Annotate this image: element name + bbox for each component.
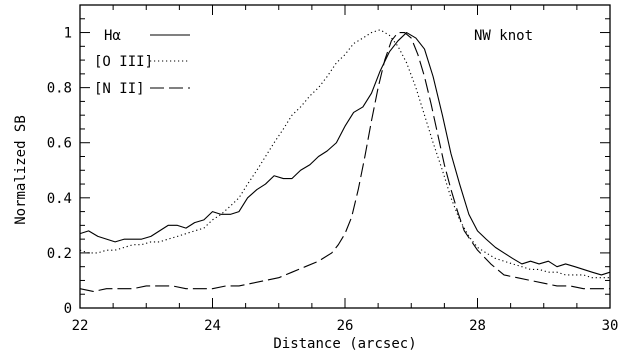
- plot-area: [79, 4, 611, 309]
- x-axis-label: Distance (arcsec): [273, 336, 416, 352]
- x-tick-label: 28: [469, 318, 486, 334]
- y-tick-label: 0.2: [47, 246, 72, 262]
- tick-marks: [79, 4, 611, 309]
- series-line-halpha: [79, 31, 611, 276]
- series-layer: [79, 29, 611, 293]
- y-axis-label: Normalized SB: [13, 115, 29, 225]
- x-tick-label: 24: [204, 318, 221, 334]
- annotation-nw-knot: NW knot: [474, 28, 533, 44]
- tick-labels: 0 0.2 0.4 0.6 0.8 1 22 24 26 28 30: [47, 26, 619, 334]
- y-tick-label: 0.6: [47, 136, 72, 152]
- y-tick-label: 0.4: [47, 191, 72, 207]
- series-line-oiii: [79, 29, 610, 279]
- y-tick-label: 1: [64, 26, 72, 42]
- x-tick-label: 30: [602, 318, 619, 334]
- x-tick-label: 22: [72, 318, 89, 334]
- legend-label-halpha: Hα: [104, 28, 121, 44]
- x-tick-label: 26: [337, 318, 354, 334]
- legend: Hα [O III] [N II]: [94, 28, 190, 97]
- y-tick-label: 0: [64, 301, 72, 317]
- legend-label-oiii: [O III]: [94, 54, 153, 70]
- y-tick-label: 0.8: [47, 81, 72, 97]
- plot-frame: [79, 4, 611, 309]
- legend-label-nii: [N II]: [94, 81, 145, 97]
- series-line-nii: [79, 31, 610, 293]
